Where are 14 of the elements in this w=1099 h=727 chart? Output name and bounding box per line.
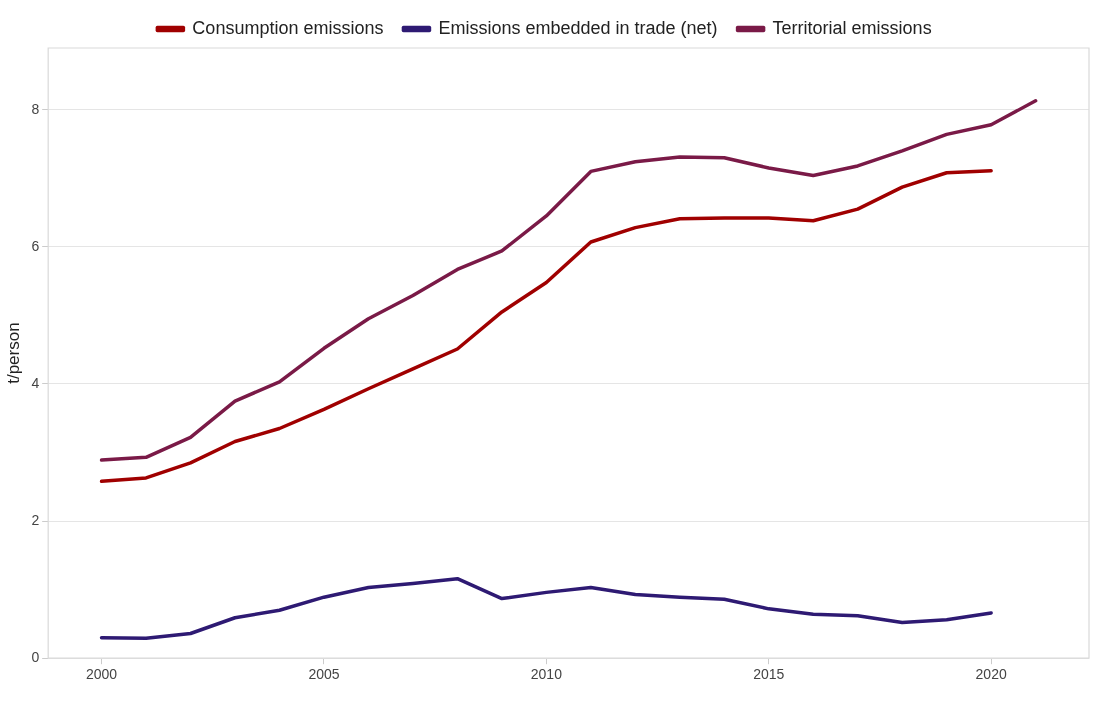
x-tick-label: 2005: [308, 666, 340, 683]
y-tick-label: 0: [31, 649, 40, 666]
legend-label: Emissions embedded in trade (net): [438, 17, 718, 38]
x-tick-label: 2015: [753, 666, 785, 683]
y-tick-label: 4: [31, 374, 40, 391]
x-tick-label: 2010: [530, 666, 563, 683]
y-tick-label: 2: [31, 511, 40, 528]
legend-label: Territorial emissions: [772, 17, 932, 38]
y-axis-title: t/person: [3, 322, 23, 384]
y-tick-label: 6: [31, 237, 40, 254]
legend-label: Consumption emissions: [192, 17, 384, 38]
y-tick-label: 8: [31, 100, 40, 117]
x-tick-label: 2000: [85, 666, 118, 683]
x-tick-label: 2020: [975, 666, 1007, 683]
